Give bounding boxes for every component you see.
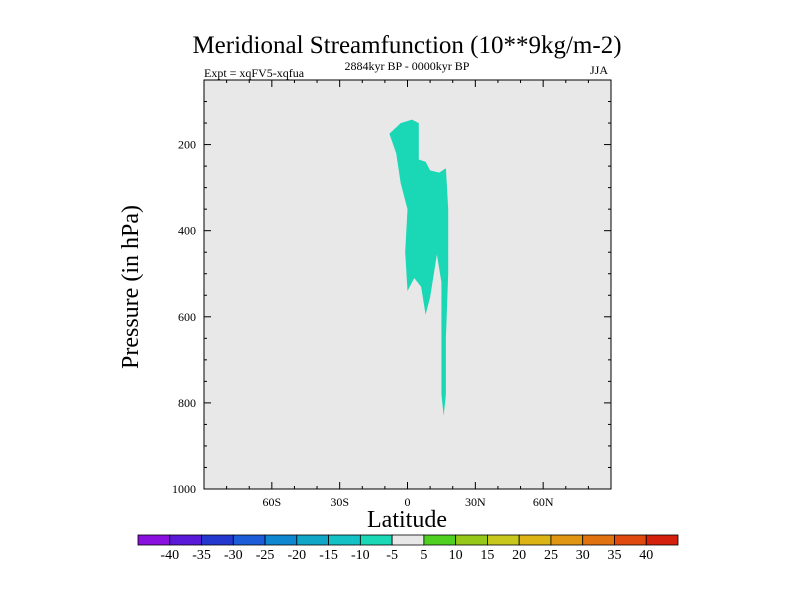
colorbar-label: 5 — [420, 548, 427, 563]
colorbar-label: 15 — [480, 548, 494, 563]
colorbar-label: 40 — [639, 548, 653, 563]
colorbar-swatch — [487, 534, 520, 546]
colorbar-swatch — [328, 534, 361, 546]
colorbar-swatch — [582, 534, 615, 546]
colorbar-label: -5 — [386, 548, 398, 563]
colorbar-swatch — [169, 534, 202, 546]
colorbar-swatch — [264, 534, 298, 546]
colorbar-label: 25 — [544, 548, 558, 563]
colorbar-label: 30 — [576, 548, 590, 563]
colorbar-swatch — [232, 534, 266, 546]
colorbar-swatch — [201, 534, 234, 546]
colorbar-swatch — [137, 534, 171, 546]
colorbar-label: -10 — [351, 548, 370, 563]
y-tick-label: 800 — [178, 396, 196, 410]
subtitle-right: JJA — [590, 63, 608, 77]
colorbar-label: -25 — [256, 548, 275, 563]
x-axis-title: Latitude — [367, 507, 447, 533]
colorbar-swatch — [614, 534, 647, 546]
colorbar-label: 35 — [607, 548, 621, 563]
colorbar-swatch — [518, 534, 552, 546]
colorbar-label: -20 — [287, 548, 306, 563]
colorbar-swatch — [550, 534, 584, 546]
colorbar-swatch — [423, 534, 457, 546]
colorbar-swatch — [455, 534, 488, 546]
y-tick-label: 400 — [178, 224, 196, 238]
colorbar-label: 10 — [449, 548, 463, 563]
x-tick-label: 30N — [465, 495, 486, 509]
x-tick-label: 60N — [533, 495, 554, 509]
x-tick-label: 30S — [330, 495, 349, 509]
contour-region — [389, 119, 449, 416]
colorbar-label: -35 — [192, 548, 211, 563]
colorbar-label: -30 — [224, 548, 243, 563]
colorbar-label: -40 — [160, 548, 179, 563]
axis-ticks: 60S 30S 0 30N 60N 200 400 600 800 1000 — [172, 80, 611, 509]
subtitle-center: 2884kyr BP - 0000kyr BP — [345, 59, 470, 73]
colorbar: -40 -35 -30 -25 -20 -15 -10 -5 5 10 15 20 25 30 35 40 — [137, 534, 679, 563]
colorbar-swatch — [391, 534, 425, 546]
x-tick-label: 60S — [262, 495, 281, 509]
colorbar-label: 20 — [512, 548, 526, 563]
subtitle-left: Expt = xqFV5-xqfua — [204, 66, 305, 80]
colorbar-label: -15 — [319, 548, 338, 563]
filled-regions — [389, 119, 449, 416]
y-tick-label: 200 — [178, 138, 196, 152]
colorbar-swatch — [296, 534, 329, 546]
x-tick-label: 0 — [405, 495, 411, 509]
y-axis-title: Pressure (in hPa) — [118, 205, 144, 369]
chart-title: Meridional Streamfunction (10**9kg/m-2) — [192, 32, 621, 59]
y-tick-label: 600 — [178, 310, 196, 324]
colorbar-swatch — [645, 534, 679, 546]
y-tick-label: 1000 — [172, 482, 196, 496]
colorbar-swatch — [359, 534, 393, 546]
